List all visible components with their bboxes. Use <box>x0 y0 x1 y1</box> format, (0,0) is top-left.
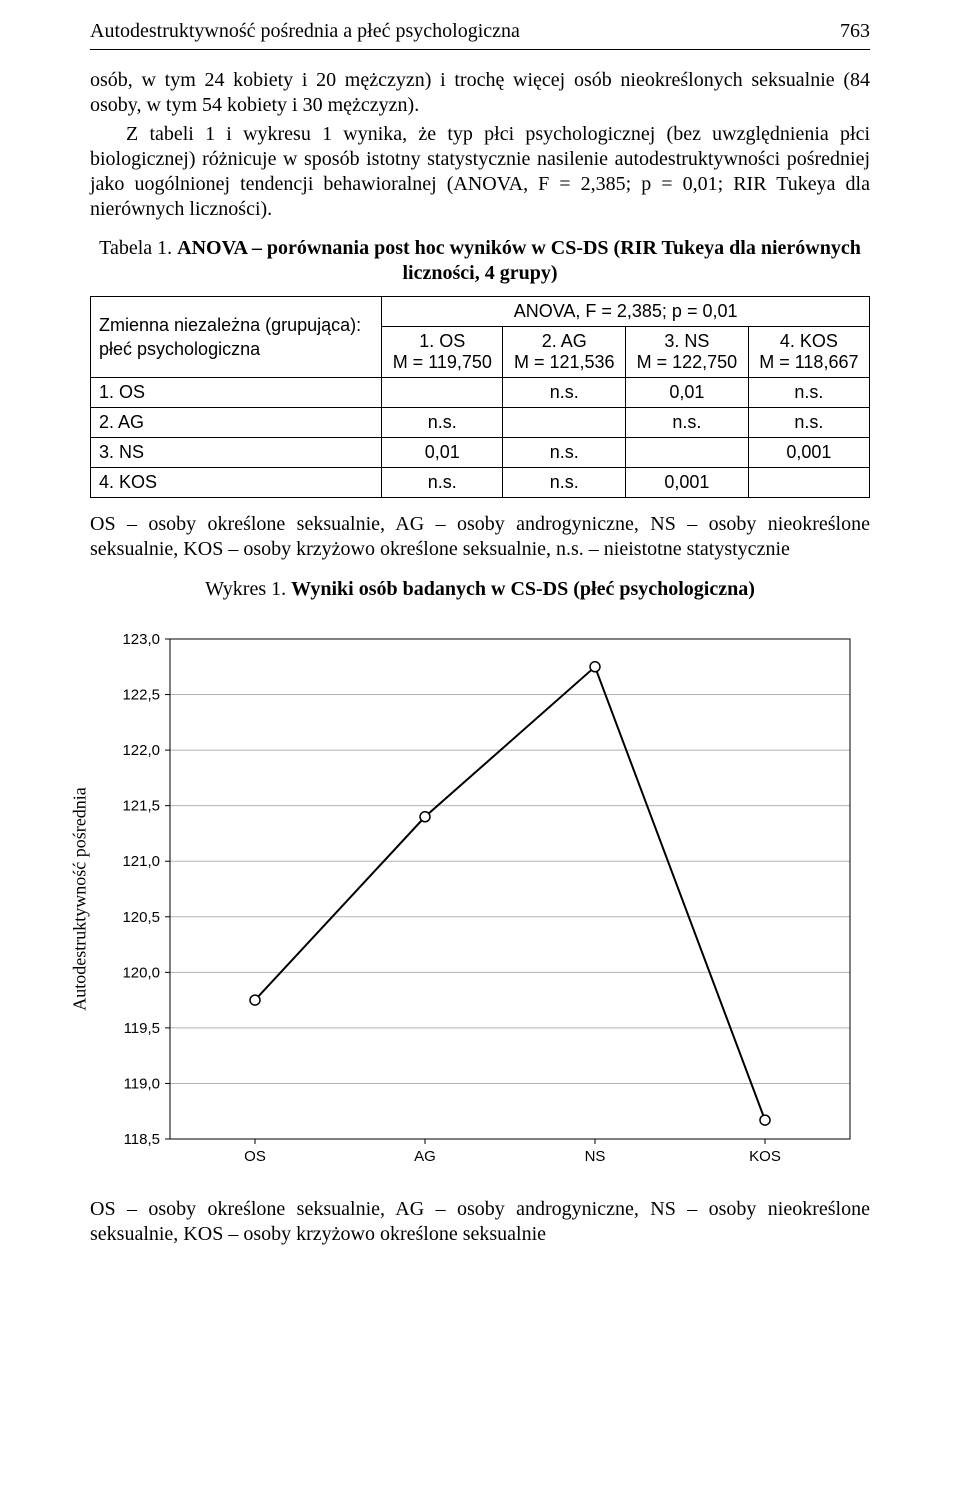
table-row: 1. OS n.s. 0,01 n.s. <box>91 378 870 408</box>
chart-svg: 118,5 119,0 119,5 120,0 120,5 121,0 121,5 122,0… <box>90 619 870 1179</box>
running-head: Autodestruktywność pośrednia a płeć psyc… <box>90 20 870 50</box>
page: Autodestruktywność pośrednia a płeć psyc… <box>0 0 960 1287</box>
table-row: 2. AG n.s. n.s. n.s. <box>91 408 870 438</box>
stubhead-line1: Zmienna niezależna (grupująca): <box>99 315 361 335</box>
svg-text:KOS: KOS <box>749 1148 781 1165</box>
figure-caption-lead: Wykres 1. <box>205 578 291 600</box>
table-row: 3. NS 0,01 n.s. 0,001 <box>91 438 870 468</box>
col-head-2: 2. AGM = 121,536 <box>503 327 626 378</box>
col-head-4: 4. KOSM = 118,667 <box>748 327 869 378</box>
chart: Autodestruktywność pośrednia 118,5119,01… <box>90 619 870 1179</box>
svg-text:121,5: 121,5 <box>122 798 160 815</box>
svg-text:NS: NS <box>585 1148 606 1165</box>
table-row: 4. KOS n.s. n.s. 0,001 <box>91 468 870 498</box>
table-caption-lead: Tabela 1. <box>99 237 177 259</box>
svg-text:120,5: 120,5 <box>122 909 160 926</box>
svg-text:AG: AG <box>414 1148 436 1165</box>
table-legend: OS – osoby określone seksualnie, AG – os… <box>90 512 870 562</box>
figure-legend: OS – osoby określone seksualnie, AG – os… <box>90 1197 870 1247</box>
col-head-3: 3. NSM = 122,750 <box>626 327 749 378</box>
table-caption: Tabela 1. ANOVA – porównania post hoc wy… <box>90 236 870 286</box>
svg-text:119,5: 119,5 <box>124 1020 160 1037</box>
table-stubhead: Zmienna niezależna (grupująca): płeć psy… <box>91 297 382 378</box>
anova-table: Zmienna niezależna (grupująca): płeć psy… <box>90 296 870 498</box>
paragraph-1: osób, w tym 24 kobiety i 20 mężczyzn) i … <box>90 68 870 118</box>
svg-text:123,0: 123,0 <box>122 631 160 648</box>
table-caption-title: ANOVA – porównania post hoc wyników w CS… <box>177 237 861 284</box>
stubhead-line2: płeć psychologiczna <box>99 339 260 359</box>
figure-caption-title: Wyniki osób badanych w CS-DS (płeć psych… <box>291 578 755 600</box>
running-title: Autodestruktywność pośrednia a płeć psyc… <box>90 20 520 43</box>
svg-text:122,0: 122,0 <box>122 742 160 759</box>
anova-super-header: ANOVA, F = 2,385; p = 0,01 <box>382 297 870 327</box>
paragraph-2: Z tabeli 1 i wykresu 1 wynika, że typ pł… <box>90 122 870 222</box>
svg-text:119,0: 119,0 <box>124 1075 160 1092</box>
svg-text:121,0: 121,0 <box>122 853 160 870</box>
chart-ylabel: Autodestruktywność pośrednia <box>70 787 91 1010</box>
col-head-1: 1. OSM = 119,750 <box>382 327 503 378</box>
svg-text:OS: OS <box>244 1148 266 1165</box>
svg-text:118,5: 118,5 <box>124 1131 160 1148</box>
figure-caption: Wykres 1. Wyniki osób badanych w CS-DS (… <box>90 578 870 601</box>
svg-text:122,5: 122,5 <box>122 687 160 704</box>
svg-text:120,0: 120,0 <box>122 964 160 981</box>
page-number: 763 <box>840 20 870 43</box>
